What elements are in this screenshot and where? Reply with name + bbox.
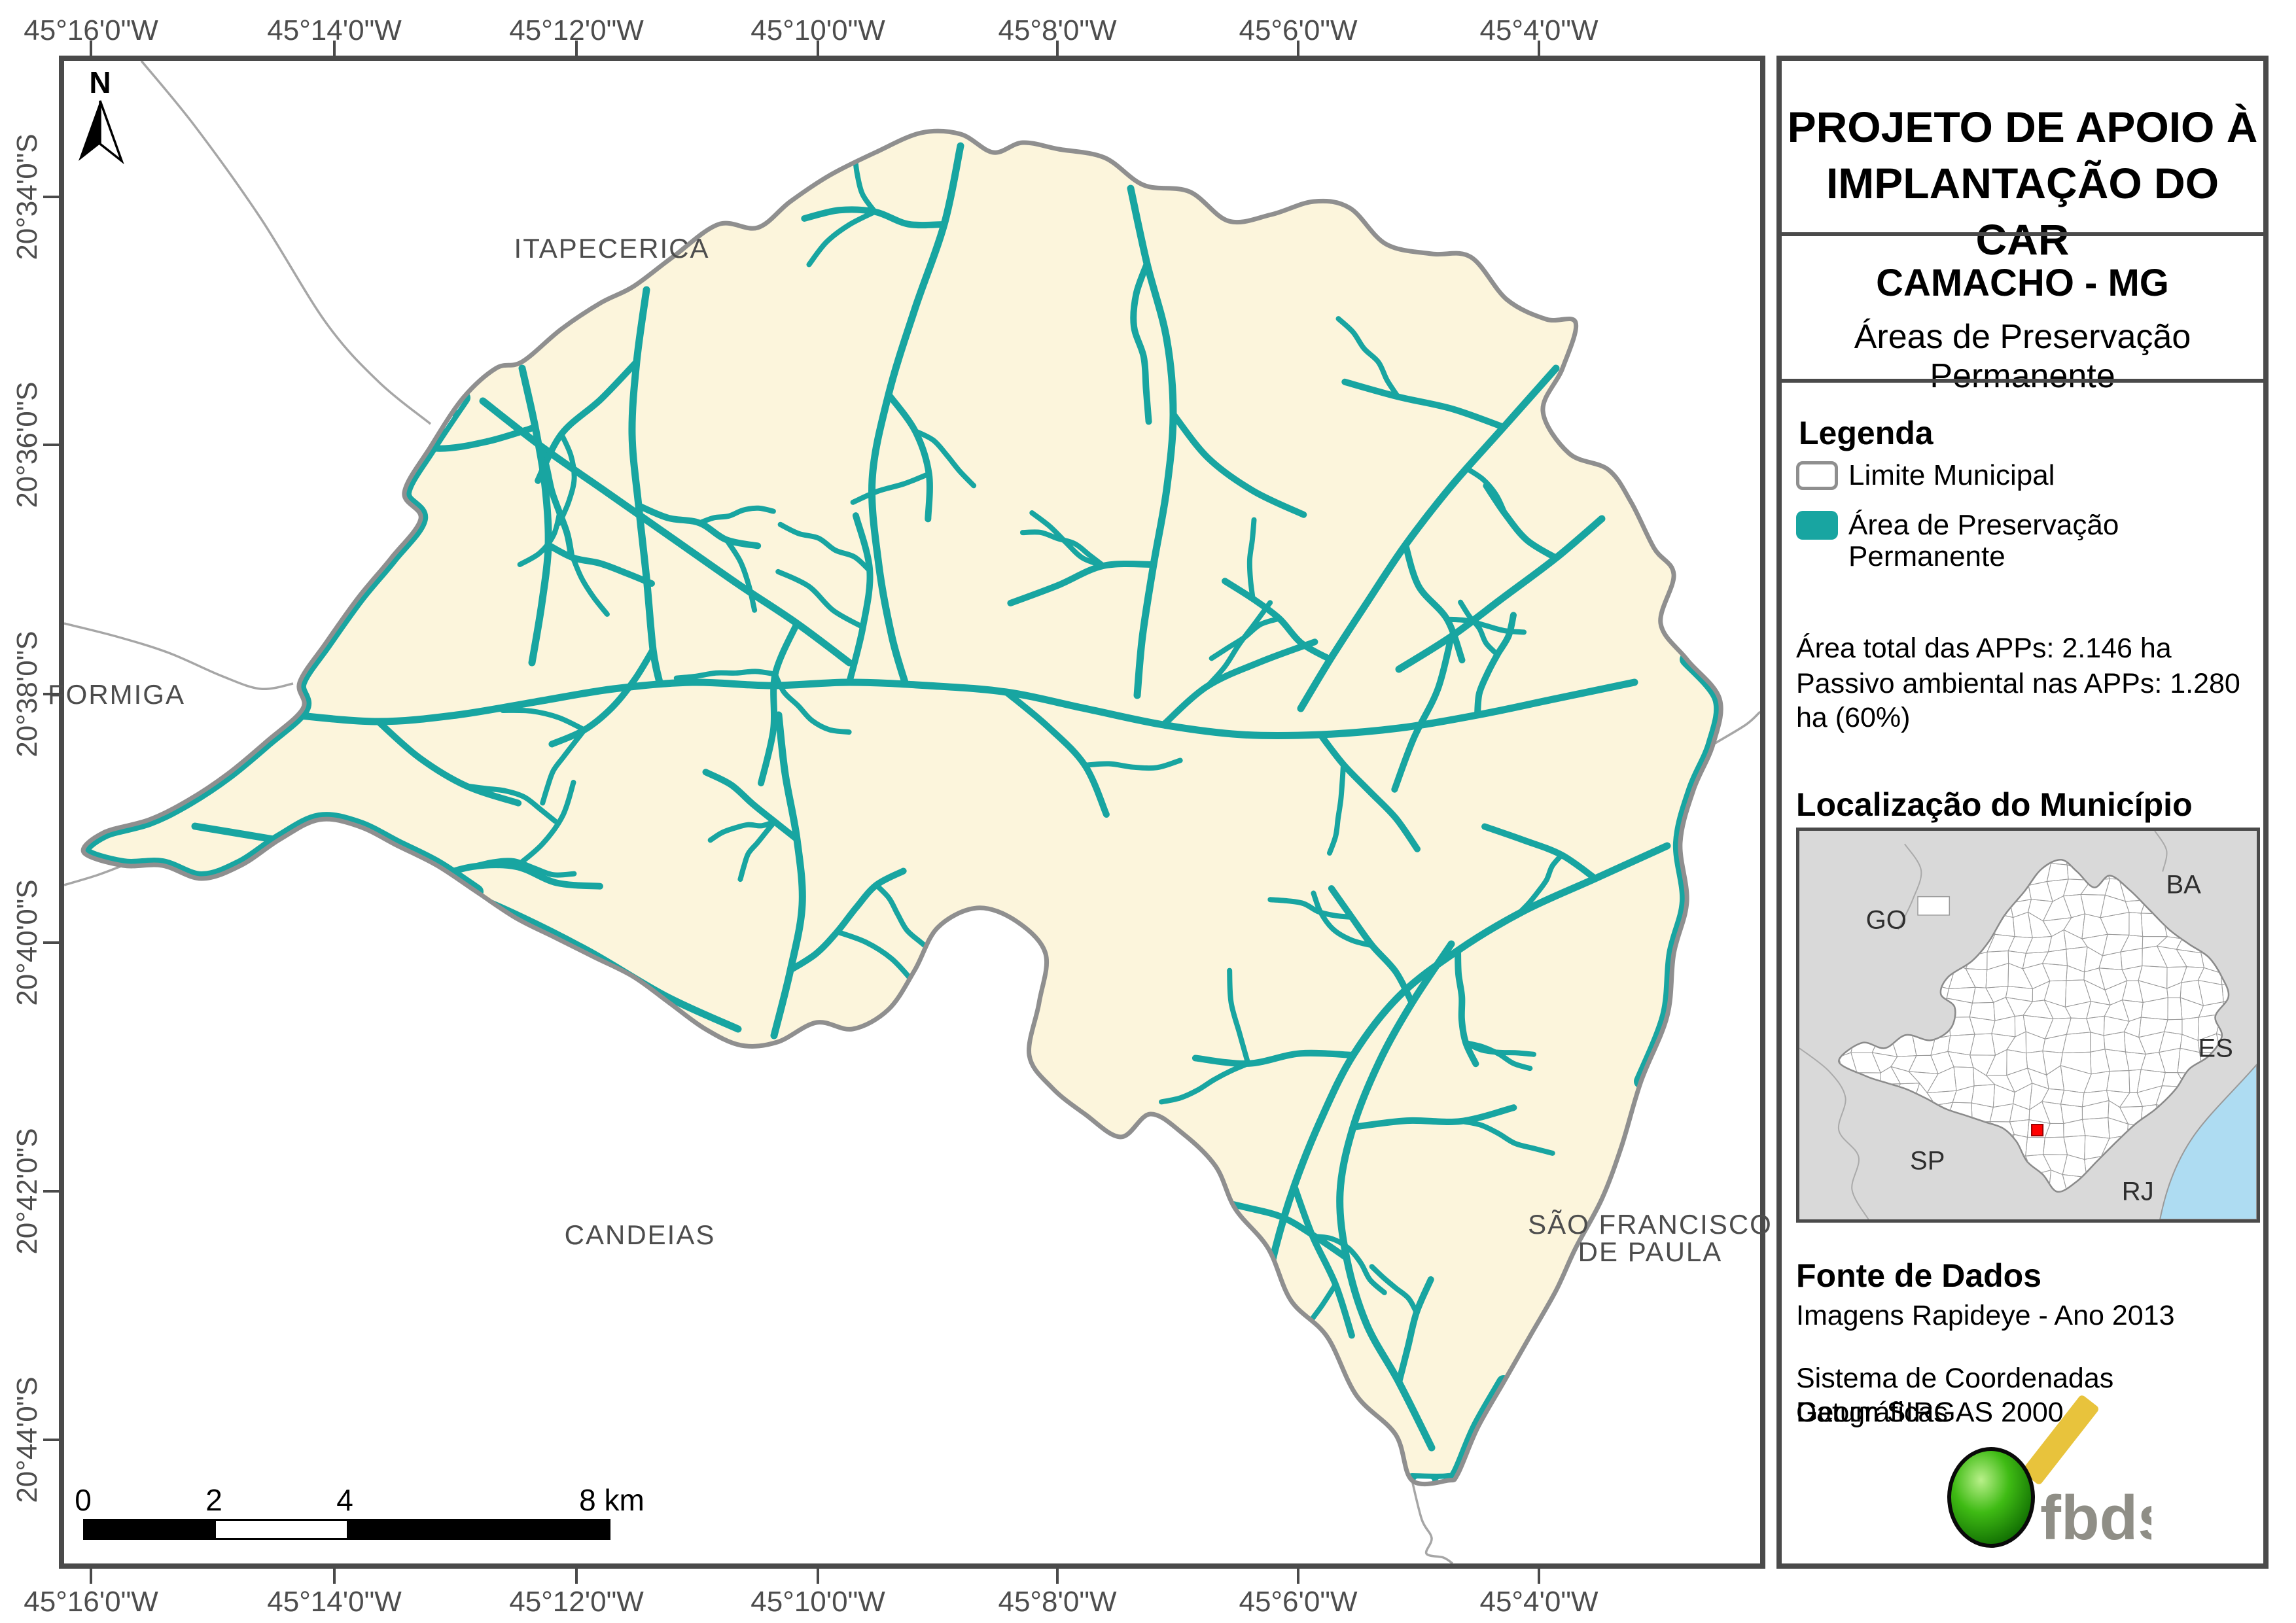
lon-label-bottom: 45°12'0"W xyxy=(509,1586,644,1618)
map-title-line2: IMPLANTAÇÃO DO CAR xyxy=(1826,159,2219,264)
scale-seg-3 xyxy=(347,1521,609,1538)
state-label-rj: RJ xyxy=(2121,1177,2154,1206)
legend-swatch-limite-municipal xyxy=(1796,461,1838,490)
legend-label-limite-municipal: Limite Municipal xyxy=(1848,459,2055,491)
neighbor-label-itapecerica: ITAPECERICA xyxy=(514,233,710,264)
graticule-tick xyxy=(333,41,336,56)
lon-label-top: 45°4'0"W xyxy=(1479,14,1598,46)
scale-label-4: 4 xyxy=(336,1483,353,1517)
graticule-tick xyxy=(1056,1569,1059,1584)
legend-swatch-app xyxy=(1796,511,1838,540)
graticule-tick xyxy=(333,1569,336,1584)
graticule-tick xyxy=(1297,41,1299,56)
panel-divider-1 xyxy=(1782,232,2263,236)
state-label-sp: SP xyxy=(1910,1146,1945,1176)
location-heading: Localização do Município xyxy=(1796,786,2193,823)
lon-label-bottom: 45°10'0"W xyxy=(751,1586,885,1618)
source-line-datum: Datum SIRGAS 2000 xyxy=(1796,1397,2064,1428)
scale-bar xyxy=(83,1519,610,1540)
lon-label-top: 45°16'0"W xyxy=(24,14,158,46)
graticule-tick xyxy=(43,941,59,944)
fbds-logo: fbds xyxy=(1947,1395,2151,1553)
graticule-tick xyxy=(575,1569,578,1584)
lat-label: 20°34'0"S xyxy=(11,133,43,260)
logo-text: fbds xyxy=(2040,1483,2151,1553)
scale-label-2: 2 xyxy=(205,1483,222,1517)
location-inset-map: GO BA ES SP RJ xyxy=(1796,828,2260,1223)
neighbor-label-sao-francisco-1: SÃO FRANCISCO xyxy=(1528,1209,1773,1240)
lon-label-top: 45°12'0"W xyxy=(509,14,644,46)
stat-total-apps: Área total das APPs: 2.146 ha xyxy=(1796,633,2172,664)
graticule-tick xyxy=(43,1190,59,1193)
map-subtitle: Áreas de Preservação Permanente xyxy=(1854,318,2191,395)
source-line-imagery: Imagens Rapideye - Ano 2013 xyxy=(1796,1300,2175,1331)
north-arrow-left xyxy=(79,101,100,161)
lon-label-top: 45°10'0"W xyxy=(751,14,885,46)
graticule-tick xyxy=(817,1569,819,1584)
municipality-name: CAMACHO - MG xyxy=(1876,262,2169,304)
map-frame xyxy=(59,56,1765,1569)
scale-label-0: 0 xyxy=(75,1483,92,1517)
camacho-marker xyxy=(2031,1124,2044,1137)
graticule-tick xyxy=(90,41,92,56)
graticule-tick xyxy=(1056,41,1059,56)
graticule-tick xyxy=(43,693,59,695)
lon-label-top: 45°8'0"W xyxy=(998,14,1117,46)
state-label-es: ES xyxy=(2198,1034,2233,1063)
logo-yellow-bar xyxy=(2022,1395,2098,1484)
map-title-line1: PROJETO DE APOIO À xyxy=(1787,103,2258,151)
legend-label-app: Área de Preservação Permanente xyxy=(1848,509,2119,572)
north-arrow-icon: N xyxy=(79,65,124,165)
graticule-tick xyxy=(1538,41,1540,56)
lon-label-bottom: 45°8'0"W xyxy=(998,1586,1117,1618)
source-heading: Fonte de Dados xyxy=(1796,1257,2042,1294)
graticule-tick xyxy=(575,41,578,56)
lon-label-top: 45°6'0"W xyxy=(1239,14,1358,46)
graticule-tick xyxy=(90,1569,92,1584)
inset-canvas xyxy=(1799,830,2258,1221)
north-arrow-right xyxy=(99,100,124,165)
lon-label-bottom: 45°4'0"W xyxy=(1479,1586,1598,1618)
graticule-tick xyxy=(43,1439,59,1441)
scale-seg-1 xyxy=(85,1521,216,1538)
graticule-tick xyxy=(43,444,59,446)
logo-green-ball xyxy=(1947,1447,2035,1548)
neighbor-label-sao-francisco-2: DE PAULA xyxy=(1578,1236,1723,1267)
state-label-ba: BA xyxy=(2166,870,2201,899)
lon-label-bottom: 45°6'0"W xyxy=(1239,1586,1358,1618)
neighbor-label-candeias: CANDEIAS xyxy=(564,1219,716,1250)
north-label: N xyxy=(89,65,111,99)
lat-label: 20°36'0"S xyxy=(11,381,43,508)
scale-seg-2 xyxy=(216,1521,347,1538)
graticule-tick xyxy=(43,196,59,198)
graticule-tick xyxy=(1538,1569,1540,1584)
neighbor-label-formiga: FORMIGA xyxy=(48,679,185,710)
lat-label: 20°42'0"S xyxy=(11,1128,43,1255)
legend-heading: Legenda xyxy=(1799,415,1934,451)
graticule-tick xyxy=(1297,1569,1299,1584)
state-label-go: GO xyxy=(1865,905,1907,935)
lon-label-bottom: 45°14'0"W xyxy=(267,1586,402,1618)
map-canvas xyxy=(64,61,1760,1563)
panel-divider-2 xyxy=(1782,379,2263,383)
lat-label: 20°40'0"S xyxy=(11,879,43,1006)
layout-panel: PROJETO DE APOIO À IMPLANTAÇÃO DO CAR CA… xyxy=(1776,56,2269,1569)
lat-label: 20°38'0"S xyxy=(11,631,43,758)
source-line-crs: Sistema de Coordenadas Geográficas xyxy=(1796,1363,2114,1428)
lat-label: 20°44'0"S xyxy=(11,1376,43,1503)
lon-label-top: 45°14'0"W xyxy=(267,14,402,46)
stat-passivo-ambiental: Passivo ambiental nas APPs: 1.280 ha (60… xyxy=(1796,668,2240,733)
lon-label-bottom: 45°16'0"W xyxy=(24,1586,158,1618)
graticule-tick xyxy=(817,41,819,56)
scale-label-8km: 8 km xyxy=(579,1483,645,1517)
